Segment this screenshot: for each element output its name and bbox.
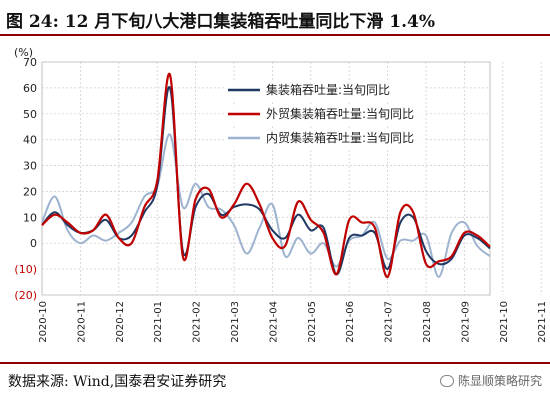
series-line-2 xyxy=(41,72,491,279)
x-tick-label: 2021-09 xyxy=(460,301,471,343)
legend-label: 内贸集装箱吞吐量:当旬同比 xyxy=(266,130,414,145)
x-tick-label: 2020-12 xyxy=(115,301,126,343)
legend-bg xyxy=(224,80,424,100)
figure-title: 图 24: 12 月下旬八大港口集装箱吞吐量同比下滑 1.4% xyxy=(6,12,435,32)
x-tick-label: 2020-11 xyxy=(76,301,87,343)
x-tick-label: 2020-10 xyxy=(38,301,49,343)
y-tick-label: (10) xyxy=(14,263,37,276)
x-tick-label: 2021-08 xyxy=(422,301,433,343)
y-tick-label: 60 xyxy=(23,82,37,95)
line-chart: (20) (10) 0 10 20 30 40 50 60 70 2020-10 2020-11 202… xyxy=(14,46,548,343)
x-tick-label: 2021-06 xyxy=(345,301,356,343)
footer-divider xyxy=(0,362,550,364)
y-tick-label: 70 xyxy=(23,56,37,69)
x-tick-label: 2021-05 xyxy=(307,301,318,343)
source-note: 数据来源: Wind,国泰君安证券研究 xyxy=(8,374,227,390)
y-tick-label: 0 xyxy=(30,237,37,250)
legend-label: 外贸集装箱吞吐量:当旬同比 xyxy=(266,106,414,121)
watermark-text: 陈显顺策略研究 xyxy=(457,374,542,388)
x-tick-label: 2021-04 xyxy=(268,301,279,343)
x-tick-label: 2021-10 xyxy=(499,301,510,343)
y-tick-label: 10 xyxy=(23,211,37,224)
y-tick-label: 50 xyxy=(23,108,37,121)
x-tick-label: 2021-07 xyxy=(384,301,395,343)
legend-bg xyxy=(224,128,424,148)
series-layer xyxy=(41,72,491,279)
y-tick-label: 40 xyxy=(23,134,37,147)
legend-label: 集装箱吞吐量:当旬同比 xyxy=(266,82,390,97)
x-tick-label: 2021-01 xyxy=(153,301,164,343)
x-tick-label: 2021-03 xyxy=(230,301,241,343)
y-tick-label: 30 xyxy=(23,160,37,173)
series-line-3 xyxy=(41,133,491,278)
y-tick-label: 20 xyxy=(23,185,37,198)
wechat-icon xyxy=(439,374,454,387)
axis-layer: (20) (10) 0 10 20 30 40 50 60 70 2020-10 2020-11 202… xyxy=(14,46,548,343)
watermark: 陈显顺策略研究 xyxy=(439,372,542,389)
x-tick-label: 2021-02 xyxy=(192,301,203,343)
y-axis-label: (%) xyxy=(14,46,33,59)
figure-header: 图 24: 12 月下旬八大港口集装箱吞吐量同比下滑 1.4% xyxy=(0,0,550,36)
x-tick-label: 2021-11 xyxy=(537,301,548,343)
y-tick-label: (20) xyxy=(14,289,37,302)
legend-bg xyxy=(224,104,424,124)
